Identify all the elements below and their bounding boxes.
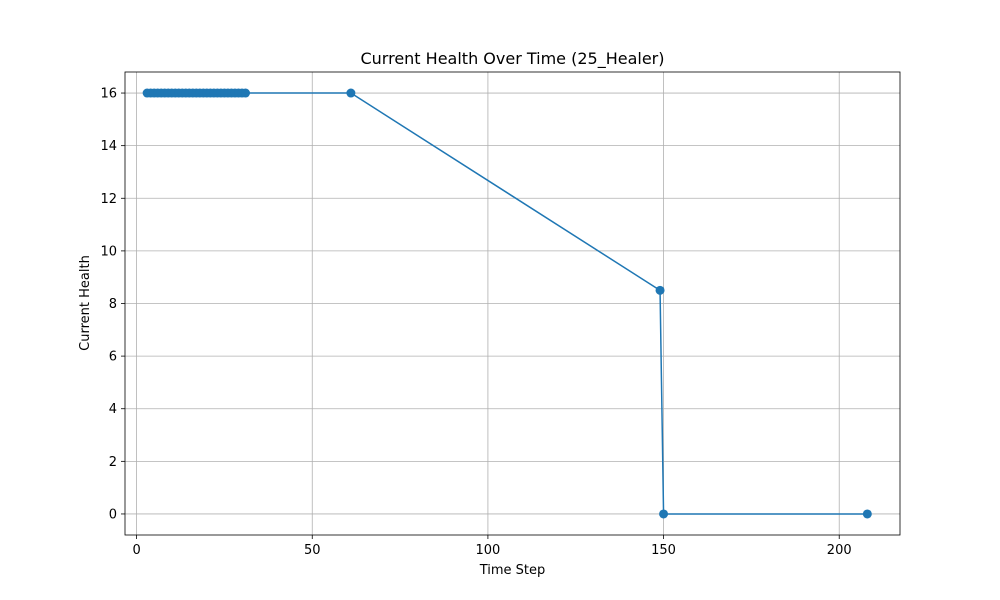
x-axis-label: Time Step: [479, 563, 546, 578]
x-tick-label: 150: [651, 543, 676, 558]
y-tick-label: 8: [109, 297, 117, 312]
y-tick-label: 12: [100, 192, 117, 207]
data-point: [655, 285, 665, 295]
y-axis-label: Current Health: [78, 255, 93, 351]
y-tick-label: 4: [109, 402, 117, 417]
y-tick-label: 16: [100, 87, 117, 102]
data-series: [142, 88, 872, 519]
y-tick-label: 0: [109, 507, 117, 522]
plot-frame: [124, 71, 901, 536]
x-tick-label: 200: [827, 543, 852, 558]
y-tick-label: 14: [100, 139, 117, 154]
y-tick-label: 10: [100, 244, 117, 259]
y-tick-label: 2: [109, 455, 117, 470]
axes: 0 50 100 150 200 0 2 4 6 8 10 12 14 16: [100, 71, 901, 558]
y-tick-label: 6: [109, 350, 117, 365]
x-tick-label: 0: [132, 543, 140, 558]
data-point: [241, 88, 251, 98]
x-tick-label: 50: [304, 543, 321, 558]
grid: [125, 72, 900, 535]
data-point: [346, 88, 356, 98]
data-point: [862, 509, 872, 519]
x-tick-label: 100: [475, 543, 500, 558]
chart-title: Current Health Over Time (25_Healer): [360, 49, 664, 69]
data-point: [659, 509, 669, 519]
